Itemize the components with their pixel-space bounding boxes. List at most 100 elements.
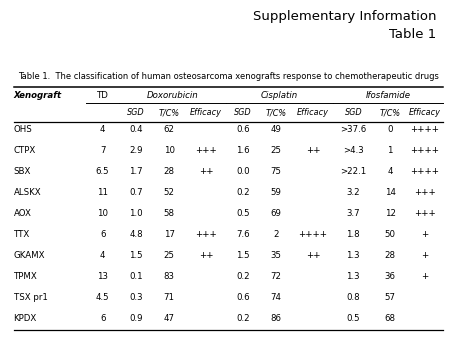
Text: 0.0: 0.0 bbox=[236, 167, 250, 176]
Text: 6.5: 6.5 bbox=[96, 167, 109, 176]
Text: +: + bbox=[421, 251, 428, 260]
Text: 12: 12 bbox=[385, 209, 396, 218]
Text: 50: 50 bbox=[385, 230, 396, 239]
Text: T/C%: T/C% bbox=[159, 108, 180, 117]
Text: Table 1.  The classification of human osteosarcoma xenografts response to chemot: Table 1. The classification of human ost… bbox=[18, 72, 439, 80]
Text: 28: 28 bbox=[385, 251, 396, 260]
Text: SGD: SGD bbox=[234, 108, 252, 117]
Text: +++: +++ bbox=[195, 230, 217, 239]
Text: 36: 36 bbox=[385, 272, 396, 281]
Text: 1.5: 1.5 bbox=[236, 251, 250, 260]
Text: 69: 69 bbox=[271, 209, 282, 218]
Text: 2: 2 bbox=[274, 230, 279, 239]
Text: 74: 74 bbox=[271, 293, 282, 302]
Text: 7.6: 7.6 bbox=[236, 230, 250, 239]
Text: +: + bbox=[421, 230, 428, 239]
Text: ++: ++ bbox=[306, 251, 320, 260]
Text: Xenograft: Xenograft bbox=[14, 91, 62, 100]
Text: ++++: ++++ bbox=[298, 230, 328, 239]
Text: ++: ++ bbox=[199, 251, 213, 260]
Text: 2.9: 2.9 bbox=[129, 146, 143, 155]
Text: ++++: ++++ bbox=[410, 125, 440, 134]
Text: ++++: ++++ bbox=[410, 167, 440, 176]
Text: 0.1: 0.1 bbox=[129, 272, 143, 281]
Text: 4.5: 4.5 bbox=[96, 293, 109, 302]
Text: +++: +++ bbox=[414, 188, 436, 197]
Text: 3.2: 3.2 bbox=[346, 188, 360, 197]
Text: 0.5: 0.5 bbox=[346, 314, 360, 323]
Text: 0.4: 0.4 bbox=[129, 125, 143, 134]
Text: 7: 7 bbox=[100, 146, 105, 155]
Text: >37.6: >37.6 bbox=[340, 125, 366, 134]
Text: 0.2: 0.2 bbox=[236, 314, 250, 323]
Text: 58: 58 bbox=[164, 209, 175, 218]
Text: 62: 62 bbox=[164, 125, 175, 134]
Text: ++++: ++++ bbox=[410, 146, 440, 155]
Text: 6: 6 bbox=[100, 230, 105, 239]
Text: 1.3: 1.3 bbox=[346, 251, 360, 260]
Text: GKAMX: GKAMX bbox=[14, 251, 45, 260]
Text: 75: 75 bbox=[271, 167, 282, 176]
Text: TPMX: TPMX bbox=[14, 272, 37, 281]
Text: 0.2: 0.2 bbox=[236, 188, 250, 197]
Text: +++: +++ bbox=[195, 146, 217, 155]
Text: ++: ++ bbox=[306, 146, 320, 155]
Text: 6: 6 bbox=[100, 314, 105, 323]
Text: 0.5: 0.5 bbox=[236, 209, 250, 218]
Text: Ifosfamide: Ifosfamide bbox=[366, 91, 411, 100]
Text: OHS: OHS bbox=[14, 125, 32, 134]
Text: 1.7: 1.7 bbox=[129, 167, 143, 176]
Text: >4.3: >4.3 bbox=[343, 146, 364, 155]
Text: 71: 71 bbox=[164, 293, 175, 302]
Text: 25: 25 bbox=[271, 146, 282, 155]
Text: 35: 35 bbox=[271, 251, 282, 260]
Text: 52: 52 bbox=[164, 188, 175, 197]
Text: ALSKX: ALSKX bbox=[14, 188, 41, 197]
Text: AOX: AOX bbox=[14, 209, 32, 218]
Text: >22.1: >22.1 bbox=[340, 167, 366, 176]
Text: 4: 4 bbox=[100, 125, 105, 134]
Text: 68: 68 bbox=[385, 314, 396, 323]
Text: 0.2: 0.2 bbox=[236, 272, 250, 281]
Text: 10: 10 bbox=[97, 209, 108, 218]
Text: 49: 49 bbox=[271, 125, 282, 134]
Text: 1.5: 1.5 bbox=[129, 251, 143, 260]
Text: +++: +++ bbox=[414, 209, 436, 218]
Text: Efficacy: Efficacy bbox=[409, 108, 441, 117]
Text: +: + bbox=[421, 272, 428, 281]
Text: TD: TD bbox=[97, 91, 108, 100]
Text: 0.6: 0.6 bbox=[236, 125, 250, 134]
Text: T/C%: T/C% bbox=[379, 108, 400, 117]
Text: CTPX: CTPX bbox=[14, 146, 36, 155]
Text: 86: 86 bbox=[271, 314, 282, 323]
Text: 0.6: 0.6 bbox=[236, 293, 250, 302]
Text: 3.7: 3.7 bbox=[346, 209, 360, 218]
Text: T/C%: T/C% bbox=[266, 108, 287, 117]
Text: 4.8: 4.8 bbox=[129, 230, 143, 239]
Text: KPDX: KPDX bbox=[14, 314, 37, 323]
Text: TSX pr1: TSX pr1 bbox=[14, 293, 47, 302]
Text: 10: 10 bbox=[164, 146, 175, 155]
Text: 4: 4 bbox=[100, 251, 105, 260]
Text: SGD: SGD bbox=[344, 108, 362, 117]
Text: 1.3: 1.3 bbox=[346, 272, 360, 281]
Text: 4: 4 bbox=[387, 167, 393, 176]
Text: 47: 47 bbox=[164, 314, 175, 323]
Text: 1.6: 1.6 bbox=[236, 146, 250, 155]
Text: Efficacy: Efficacy bbox=[297, 108, 329, 117]
Text: 1.8: 1.8 bbox=[346, 230, 360, 239]
Text: 0.7: 0.7 bbox=[129, 188, 143, 197]
Text: 59: 59 bbox=[271, 188, 282, 197]
Text: Cisplatin: Cisplatin bbox=[261, 91, 298, 100]
Text: 72: 72 bbox=[271, 272, 282, 281]
Text: 17: 17 bbox=[164, 230, 175, 239]
Text: TTX: TTX bbox=[14, 230, 30, 239]
Text: 0.9: 0.9 bbox=[129, 314, 143, 323]
Text: SBX: SBX bbox=[14, 167, 31, 176]
Text: 13: 13 bbox=[97, 272, 108, 281]
Text: Doxorubicin: Doxorubicin bbox=[147, 91, 198, 100]
Text: 1: 1 bbox=[387, 146, 393, 155]
Text: ++: ++ bbox=[199, 167, 213, 176]
Text: 28: 28 bbox=[164, 167, 175, 176]
Text: 0: 0 bbox=[387, 125, 393, 134]
